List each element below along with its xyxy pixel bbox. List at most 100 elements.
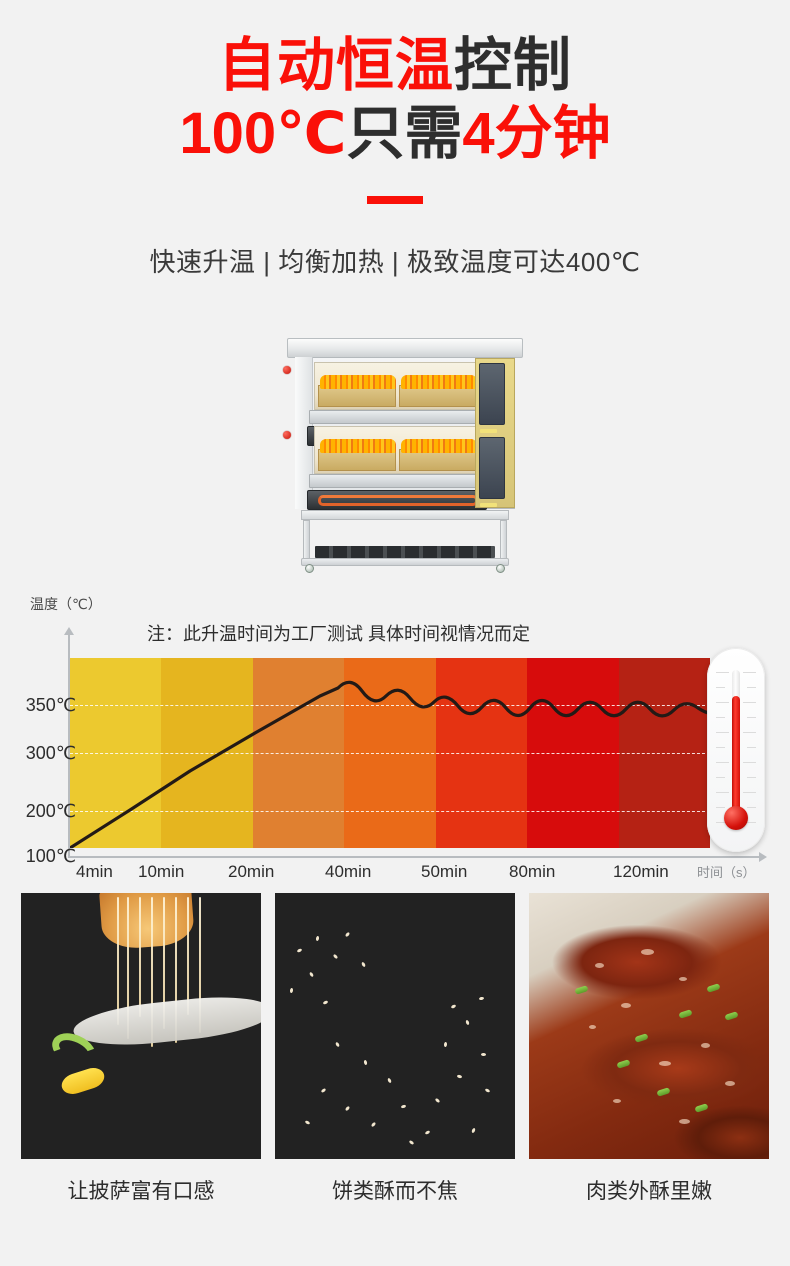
oven-deck-front-upper	[309, 410, 485, 424]
sesame-seed	[315, 935, 320, 942]
thermometer-tick	[743, 822, 756, 823]
baking-tray	[399, 375, 477, 407]
control-display-lower	[479, 437, 505, 499]
sesame-seed	[308, 971, 315, 978]
oven-deck-lower	[314, 426, 480, 474]
glaze-highlight	[679, 977, 687, 981]
photo-captions: 让披萨富有口感 饼类酥而不焦 肉类外酥里嫩	[0, 1175, 790, 1215]
sesame-seed	[443, 1041, 448, 1048]
chart-note: 注：此升温时间为工厂测试 具体时间视情况而定	[147, 624, 530, 644]
oven-knob-lower	[283, 431, 291, 439]
sesame-seed	[320, 1087, 327, 1094]
baking-tray	[399, 439, 477, 471]
headline-2-dark-text: 只需	[346, 101, 463, 166]
sesame-seed	[387, 1077, 392, 1084]
bread-rolls	[320, 439, 396, 453]
thermometer-bulb	[724, 806, 748, 830]
sesame-seed	[456, 1074, 463, 1079]
oven-deck-front-lower	[309, 474, 485, 488]
oven-stand	[301, 510, 509, 573]
temperature-chart: 温度（℃） 注：此升温时间为工厂测试 具体时间视情况而定 350℃ 300℃ 2…	[0, 590, 790, 895]
sesame-seed	[361, 961, 366, 968]
scallion-garnish	[724, 1011, 739, 1021]
thermometer-icon	[707, 648, 765, 852]
sesame-seed	[484, 1087, 491, 1094]
food-photo-gallery	[0, 893, 790, 1163]
thermometer-tick	[747, 687, 756, 688]
caster-wheel	[305, 564, 314, 573]
x-tick-label-4min: 4min	[76, 862, 113, 881]
oven-door-handle	[318, 495, 478, 506]
headline-line-1: 自动恒温控制	[218, 34, 572, 98]
sesame-seed	[450, 1004, 457, 1009]
control-display-upper	[479, 363, 505, 425]
glaze-highlight	[659, 1061, 671, 1066]
caption-wings: 肉类外酥里嫩	[586, 1180, 712, 1203]
thermometer-tick	[743, 672, 756, 673]
thermometer-tick	[716, 717, 725, 718]
gridline-200	[70, 811, 710, 812]
oven-top-cover	[287, 338, 523, 358]
oven-knob-upper	[283, 366, 291, 374]
chart-y-axis	[64, 627, 74, 858]
chart-y-axis-title: 温度（℃）	[30, 596, 102, 612]
thermometer-tick	[716, 822, 729, 823]
oven-door-lower	[307, 490, 487, 510]
sesame-seed	[363, 1059, 368, 1066]
sesame-seed	[332, 953, 339, 960]
glaze-highlight	[595, 963, 604, 968]
glaze-highlight	[641, 949, 654, 955]
sesame-seed	[334, 1041, 341, 1048]
thermometer-tick	[716, 702, 729, 703]
scallion-garnish	[678, 1009, 693, 1019]
glaze-highlight	[613, 1099, 621, 1103]
headline-2-red-temp: 100℃	[179, 101, 347, 166]
yellow-pepper-slice	[58, 1064, 108, 1098]
x-tick-label-50min: 50min	[421, 862, 468, 881]
gridline-350	[70, 705, 710, 706]
gridline-300	[70, 753, 710, 754]
control-button	[480, 503, 497, 507]
glaze-highlight	[701, 1043, 710, 1048]
thermometer-tick	[747, 777, 756, 778]
stand-leg	[500, 520, 507, 560]
sesame-seed	[478, 996, 485, 1001]
thermometer-tick	[747, 717, 756, 718]
temperature-curve	[70, 680, 710, 848]
sesame-seed	[424, 1129, 431, 1136]
thermometer-tick	[747, 747, 756, 748]
sesame-seed	[344, 1105, 351, 1112]
bread-rolls	[401, 375, 477, 389]
sesame-seed	[322, 1000, 329, 1005]
hero-section: 自动恒温控制 100℃只需4分钟 快速升温 | 均衡加热 | 极致温度可达400…	[0, 0, 790, 322]
stand-bottom-shelf	[315, 546, 495, 558]
x-tick-label-40min: 40min	[325, 862, 372, 881]
scallion-garnish	[656, 1087, 671, 1097]
x-tick-label-120min: 120min	[613, 862, 669, 881]
headline-2-red-time: 4分钟	[462, 101, 611, 166]
pastry-photo	[275, 893, 515, 1159]
scallion-garnish	[706, 983, 721, 993]
thermometer-tick	[716, 732, 729, 733]
thermometer-tick	[743, 702, 756, 703]
sesame-seed	[304, 1119, 311, 1126]
scallion-garnish	[694, 1103, 709, 1113]
glaze-highlight	[589, 1025, 596, 1029]
sesame-seed	[370, 1121, 377, 1128]
oven-illustration	[279, 338, 531, 600]
subheadline: 快速升温 | 均衡加热 | 极致温度可达400℃	[149, 247, 641, 277]
glaze-highlight	[679, 1119, 690, 1124]
sesame-seed	[296, 948, 303, 953]
headline-1-dark-text: 控制	[454, 33, 573, 98]
pizza-plate	[71, 990, 261, 1052]
red-divider	[367, 196, 423, 204]
scallion-garnish	[574, 985, 589, 995]
sesame-seed	[434, 1097, 441, 1104]
stand-top-rail	[301, 510, 509, 520]
x-tick-label-10min: 10min	[138, 862, 185, 881]
headline-1-red-text: 自动恒温	[217, 33, 454, 98]
y-tick-label-200: 200℃	[25, 801, 76, 821]
scallion-garnish	[634, 1033, 649, 1043]
caption-pizza: 让披萨富有口感	[67, 1180, 215, 1203]
baking-tray	[318, 375, 396, 407]
